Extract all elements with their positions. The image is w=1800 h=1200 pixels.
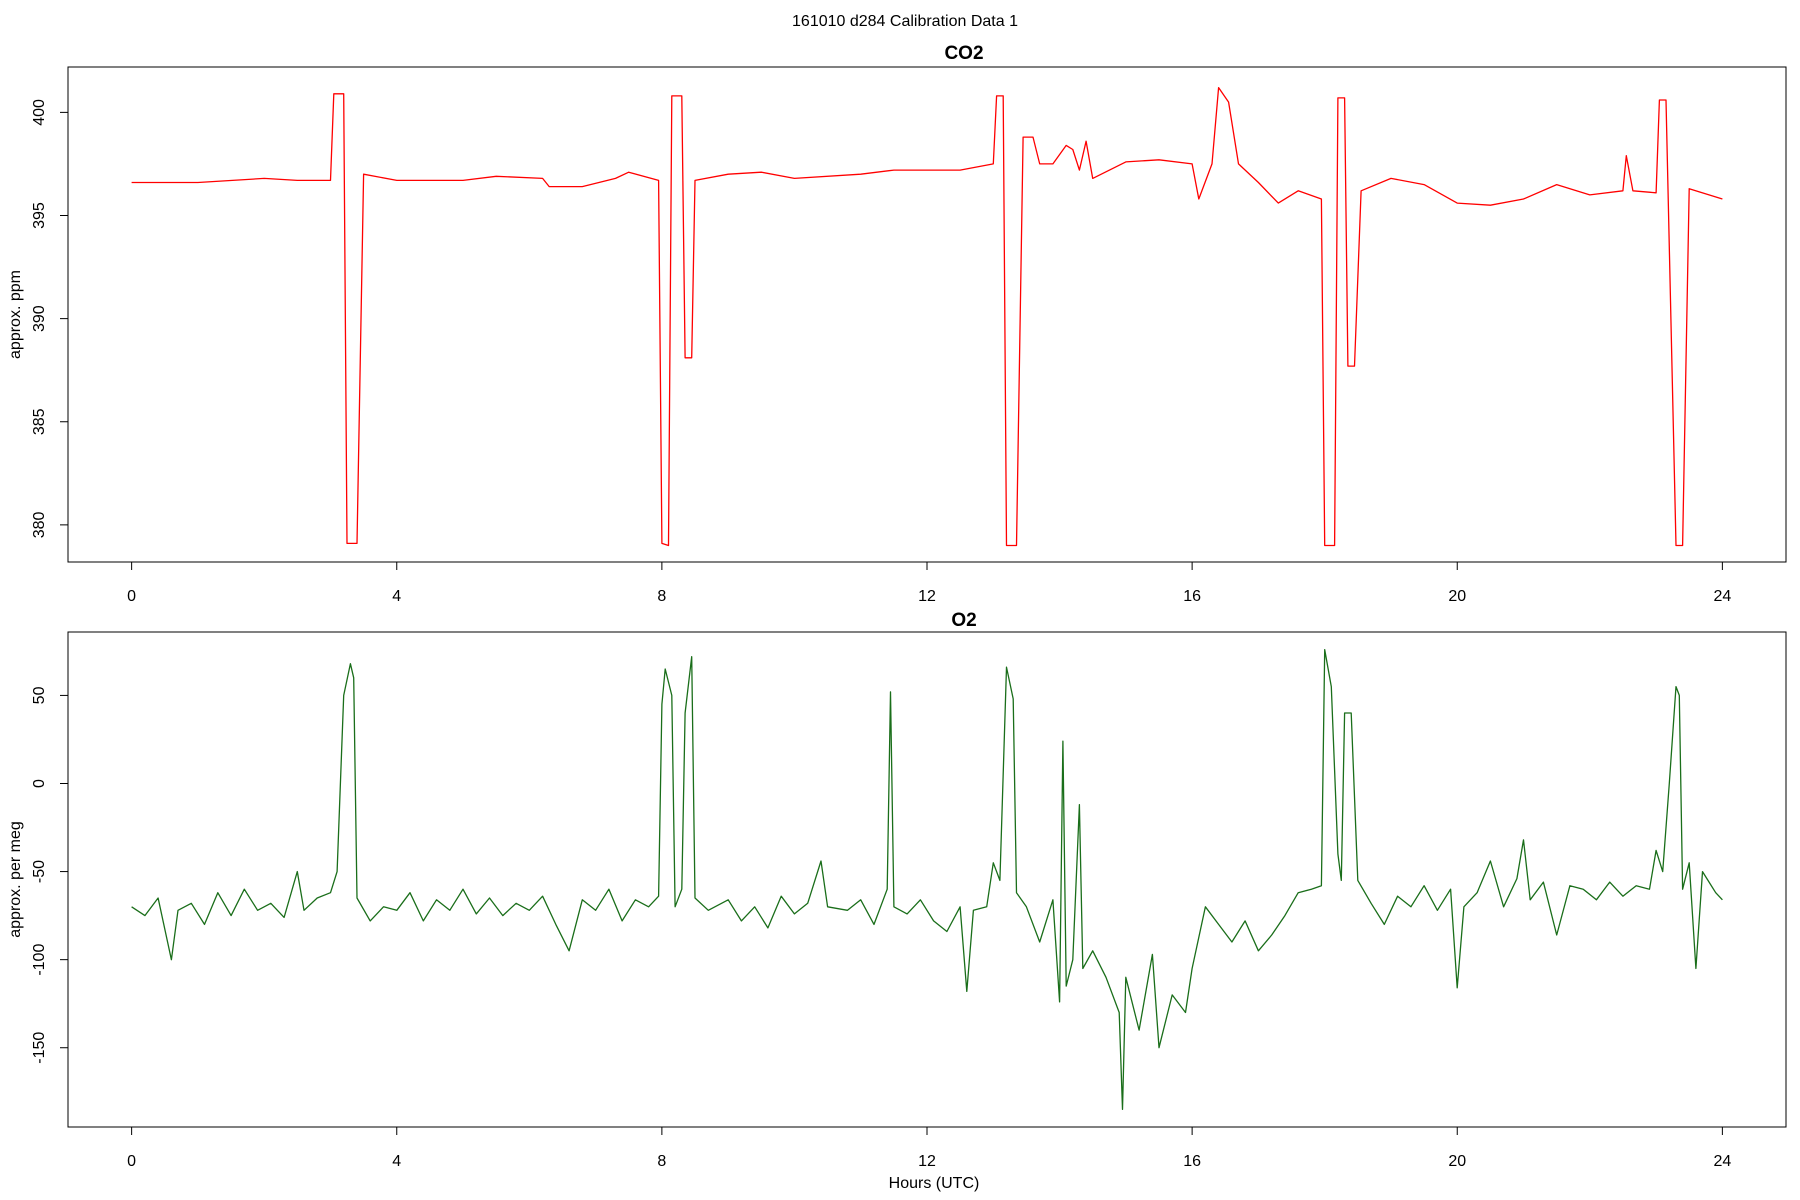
y-axis-label: approx. per meg bbox=[7, 821, 24, 938]
y-tick-label: -50 bbox=[31, 860, 48, 883]
x-tick-label: 24 bbox=[1713, 588, 1731, 605]
chart-title: O2 bbox=[951, 610, 976, 631]
x-tick-label: 4 bbox=[392, 588, 401, 605]
y-tick-label: 400 bbox=[31, 99, 48, 126]
y-tick-label: 390 bbox=[31, 305, 48, 332]
y-tick-label: 0 bbox=[31, 779, 48, 788]
x-tick-label: 20 bbox=[1448, 588, 1466, 605]
chart-title: CO2 bbox=[944, 43, 983, 64]
x-tick-label: 20 bbox=[1448, 1153, 1466, 1170]
y-tick-label: 50 bbox=[31, 686, 48, 704]
data-line bbox=[131, 648, 1723, 1111]
y-tick-label: -100 bbox=[31, 944, 48, 976]
x-tick-label: 24 bbox=[1713, 1153, 1731, 1170]
y-tick-label: 385 bbox=[31, 408, 48, 435]
x-tick-label: 12 bbox=[918, 1153, 936, 1170]
y-tick-label: 395 bbox=[31, 202, 48, 229]
x-tick-label: 0 bbox=[127, 1153, 136, 1170]
y-tick-label: 380 bbox=[31, 511, 48, 538]
x-axis-label: Hours (UTC) bbox=[889, 1175, 980, 1192]
y-tick-label: -150 bbox=[31, 1032, 48, 1064]
y-axis-label: approx. ppm bbox=[7, 270, 24, 359]
x-tick-label: 16 bbox=[1183, 588, 1201, 605]
x-tick-label: 16 bbox=[1183, 1153, 1201, 1170]
data-line bbox=[131, 86, 1723, 547]
figure-title: 161010 d284 Calibration Data 1 bbox=[792, 13, 1018, 30]
x-tick-label: 12 bbox=[918, 588, 936, 605]
x-tick-label: 8 bbox=[657, 588, 666, 605]
x-tick-label: 8 bbox=[657, 1153, 666, 1170]
x-tick-label: 0 bbox=[127, 588, 136, 605]
x-tick-label: 4 bbox=[392, 1153, 401, 1170]
